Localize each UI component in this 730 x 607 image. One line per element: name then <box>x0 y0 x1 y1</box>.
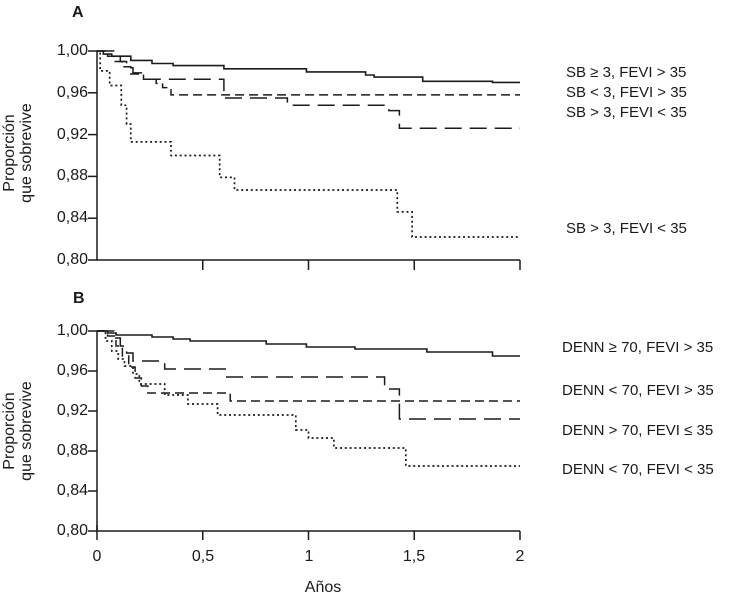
y-tick-label: 0,84 <box>56 482 88 499</box>
x-tick-label: 1 <box>304 548 314 565</box>
y-tick-label: 0,96 <box>56 362 88 379</box>
survival-curve-solid <box>97 330 520 357</box>
survival-curve-short-dash <box>97 50 520 96</box>
x-tick-label: 0,5 <box>191 548 215 565</box>
curve-label-a4: SB > 3, FEVI < 35 <box>566 220 687 237</box>
x-tick-label: 2 <box>515 548 525 565</box>
survival-curve-dotted <box>97 330 520 467</box>
y-tick-label: 0,80 <box>56 251 88 268</box>
x-tick-label: 0 <box>92 548 102 565</box>
curve-label-a3: SB > 3, FEVI < 35 <box>566 104 687 121</box>
y-axis-title-line: Proporción <box>1 114 18 192</box>
curve-label-b2: DENN < 70, FEVI > 35 <box>562 382 714 399</box>
y-tick-label: 0,88 <box>56 167 88 184</box>
x-tick-label: 1,5 <box>402 548 426 565</box>
y-tick-label: 0,88 <box>56 442 88 459</box>
curve-label-a2: SB < 3, FEVI > 35 <box>566 84 687 101</box>
survival-curve-short-dash <box>97 330 520 402</box>
y-tick-label: 0,80 <box>56 522 88 539</box>
y-axis-title-line: que sobrevive <box>18 381 35 481</box>
y-axis-title-panel-a: Proporción que sobrevive <box>1 43 35 263</box>
survival-curve-long-dash <box>97 50 520 130</box>
y-tick-label: 1,00 <box>56 322 88 339</box>
y-tick-label: 0,84 <box>56 209 88 226</box>
y-axis-title-line: que sobrevive <box>18 103 35 203</box>
curve-label-b1: DENN ≥ 70, FEVI > 35 <box>562 339 714 356</box>
y-tick-label: 0,92 <box>56 126 88 143</box>
y-axis-title-panel-b: Proporción que sobrevive <box>1 321 35 541</box>
y-tick-label: 1,00 <box>56 42 88 59</box>
y-tick-label: 0,96 <box>56 84 88 101</box>
curve-label-b4: DENN < 70, FEVI < 35 <box>562 461 714 478</box>
panel-b-letter: B <box>73 290 85 307</box>
survival-curve-dotted <box>97 50 520 238</box>
y-tick-label: 0,92 <box>56 402 88 419</box>
panel-a-letter: A <box>72 4 84 21</box>
curve-label-a1: SB ≥ 3, FEVI > 35 <box>566 64 687 81</box>
y-axis-title-line: Proporción <box>1 392 18 470</box>
survival-curve-long-dash <box>97 330 520 420</box>
x-axis-title: Años <box>304 579 342 596</box>
survival-curve-solid <box>97 50 520 84</box>
curve-label-b3: DENN > 70, FEVI ≤ 35 <box>562 422 714 439</box>
